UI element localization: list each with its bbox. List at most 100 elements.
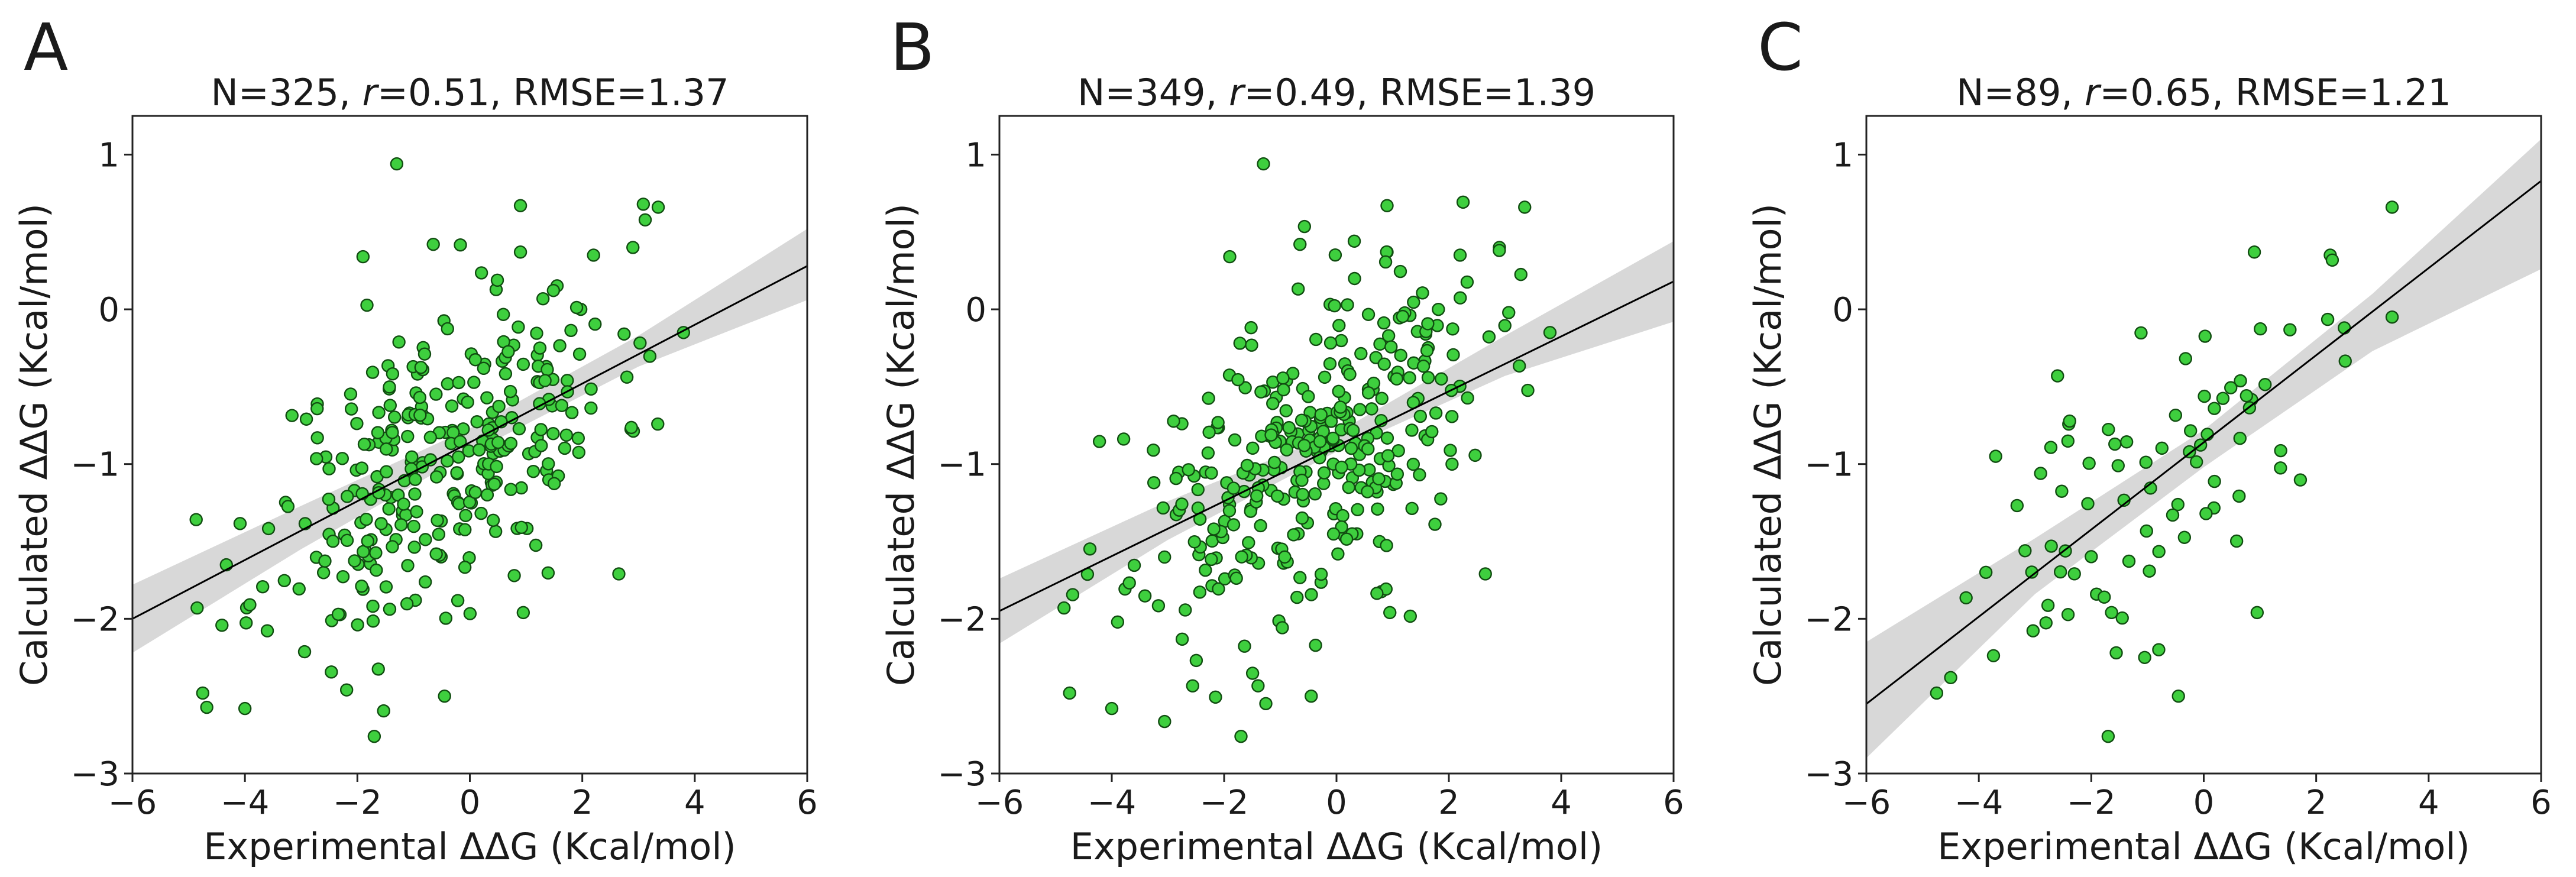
data-point: [1384, 340, 1398, 354]
data-point: [507, 569, 521, 582]
data-point: [1117, 432, 1131, 446]
data-point: [2105, 606, 2118, 619]
data-point: [2177, 530, 2192, 544]
y-tick-label: −1: [937, 446, 986, 484]
data-point: [1347, 234, 1361, 248]
data-point: [316, 566, 331, 580]
data-point: [243, 598, 257, 611]
data-point: [2140, 524, 2153, 538]
data-point: [2229, 534, 2244, 548]
data-point: [1167, 415, 1180, 428]
y-tick-label: 0: [98, 291, 119, 329]
data-point: [1326, 527, 1341, 541]
data-point: [564, 323, 578, 338]
data-point: [1405, 501, 1419, 515]
data-point: [501, 345, 515, 358]
data-point: [1456, 195, 1470, 209]
data-point: [322, 493, 336, 506]
data-point: [651, 200, 665, 214]
data-point: [2108, 437, 2122, 451]
data-point: [2254, 322, 2267, 336]
data-point: [1235, 550, 1248, 564]
data-point: [1309, 638, 1322, 652]
data-point: [1461, 391, 1474, 405]
data-point: [1245, 338, 1258, 352]
chart-panel-b: B N=349, r=0.49, RMSE=1.39 −6 −4 −2 0 2 4 6 −3 −2 −…: [879, 9, 1684, 868]
data-point: [1343, 367, 1357, 381]
data-point: [1282, 420, 1296, 435]
data-point: [1317, 466, 1331, 480]
data-point: [365, 365, 380, 379]
data-point: [1381, 329, 1396, 343]
data-point: [2143, 564, 2156, 578]
data-point: [409, 473, 422, 486]
data-point: [2338, 354, 2352, 368]
data-point: [383, 380, 396, 394]
data-point: [458, 561, 472, 574]
data-point: [514, 520, 528, 535]
data-point: [467, 376, 481, 389]
data-point: [255, 580, 270, 594]
data-point: [2232, 489, 2246, 503]
data-point: [394, 518, 408, 532]
data-point: [1209, 690, 1222, 704]
data-point: [1391, 444, 1405, 458]
data-point: [1332, 384, 1345, 399]
data-point: [1314, 567, 1328, 581]
data-point: [2183, 424, 2198, 438]
data-point: [1259, 697, 1273, 711]
data-point: [429, 387, 443, 401]
data-point: [379, 442, 393, 456]
data-point: [344, 402, 358, 416]
chart-title-part: r: [363, 71, 380, 114]
data-point: [2085, 550, 2098, 564]
data-point: [486, 513, 500, 527]
data-point: [1202, 391, 1215, 405]
data-point: [1293, 237, 1307, 251]
data-point: [1182, 463, 1195, 477]
data-point: [310, 431, 324, 445]
data-point: [1326, 431, 1340, 445]
data-point: [1323, 357, 1337, 371]
data-point: [297, 645, 312, 659]
data-point: [2172, 689, 2185, 703]
data-point: [1138, 589, 1152, 603]
data-point: [1446, 348, 1460, 362]
data-point: [1229, 571, 1243, 585]
data-point: [470, 415, 484, 429]
data-point: [512, 320, 525, 334]
regression-line: [132, 265, 807, 620]
data-point: [400, 597, 414, 611]
data-point: [2098, 590, 2111, 604]
data-point: [233, 517, 247, 530]
chart-title: N=89, r=0.65, RMSE=1.21: [1956, 71, 2451, 114]
data-point: [565, 406, 579, 419]
x-tick-label: −4: [1088, 784, 1137, 822]
data-point: [526, 464, 541, 478]
data-point: [2063, 414, 2076, 428]
data-point: [2198, 329, 2212, 343]
data-point: [401, 429, 415, 444]
data-point: [1245, 666, 1260, 680]
x-tick-label: 6: [1663, 784, 1684, 822]
x-tick-label: −6: [975, 784, 1024, 822]
y-tick-label: 1: [965, 136, 986, 174]
data-point: [2274, 444, 2287, 458]
data-point: [546, 427, 560, 441]
data-point: [2216, 391, 2230, 405]
data-point: [1212, 582, 1225, 596]
data-point: [2134, 326, 2148, 340]
x-axis-label: Experimental ΔΔG (Kcal/mol): [1070, 825, 1603, 868]
data-point: [1365, 402, 1378, 416]
data-point: [617, 327, 631, 341]
panel-letter: C: [1758, 9, 1803, 85]
chart-panel-a: A N=325, r=0.51, RMSE=1.37 −6 −4 −2 0 2 4 6 −3 −2 −…: [12, 9, 818, 868]
data-point: [1502, 306, 1516, 319]
data-point: [572, 445, 585, 459]
y-tick-label: −2: [70, 600, 119, 639]
data-point: [1231, 373, 1245, 387]
data-point: [1344, 441, 1358, 455]
data-point: [1342, 480, 1355, 494]
data-point: [1201, 446, 1215, 460]
data-point: [397, 497, 410, 511]
